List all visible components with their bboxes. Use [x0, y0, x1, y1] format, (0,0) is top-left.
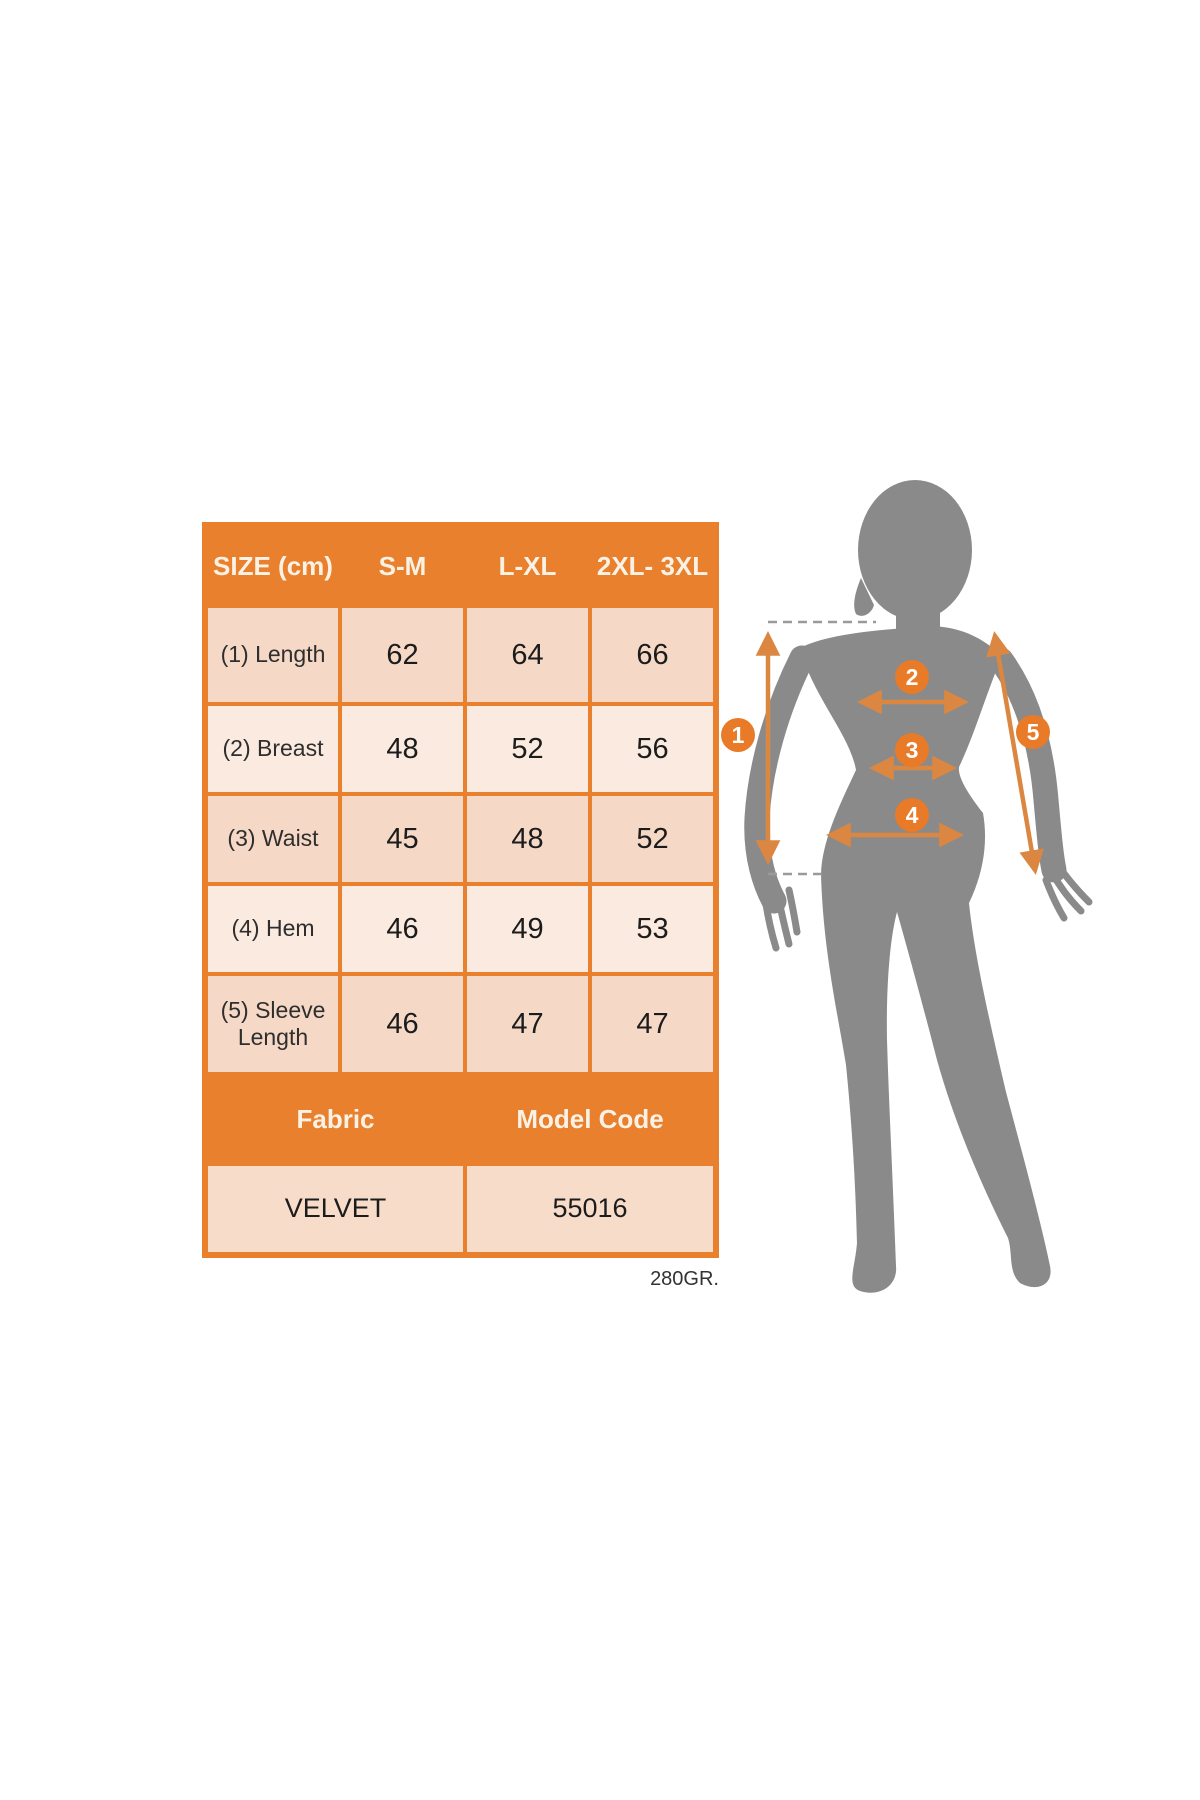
marker-5-badge: 5 — [1016, 715, 1050, 749]
row-breast-2xl: 56 — [592, 706, 713, 792]
row-hem-label: (4) Hem — [208, 886, 338, 972]
row-breast-lxl: 52 — [467, 706, 588, 792]
svg-text:2: 2 — [906, 664, 919, 690]
row-sleeve-label: (5) Sleeve Length — [208, 976, 338, 1072]
svg-text:4: 4 — [906, 802, 919, 828]
row-length-sm: 62 — [342, 608, 463, 702]
header-l-xl: L-XL — [467, 528, 588, 604]
row-waist-lxl: 48 — [467, 796, 588, 882]
row-hem-sm: 46 — [342, 886, 463, 972]
marker-3-badge: 3 — [895, 733, 929, 767]
row-breast-label: (2) Breast — [208, 706, 338, 792]
marker-2-badge: 2 — [895, 660, 929, 694]
header-size-cm: SIZE (cm) — [208, 528, 338, 604]
row-waist-label: (3) Waist — [208, 796, 338, 882]
weight-note: 280GR. — [650, 1268, 719, 1290]
marker-1-badge: 1 — [721, 718, 755, 752]
measurement-figure: 1 2 3 4 5 — [721, 480, 1093, 1293]
svg-text:1: 1 — [732, 722, 745, 748]
header-s-m: S-M — [342, 528, 463, 604]
row-waist-2xl: 52 — [592, 796, 713, 882]
row-hem-2xl: 53 — [592, 886, 713, 972]
footer-fabric-value: VELVET — [208, 1166, 463, 1252]
svg-text:3: 3 — [906, 737, 919, 763]
row-length-2xl: 66 — [592, 608, 713, 702]
row-sleeve-sm: 46 — [342, 976, 463, 1072]
footer-model-code-value: 55016 — [467, 1166, 713, 1252]
row-length-lxl: 64 — [467, 608, 588, 702]
footer-fabric-label: Fabric — [208, 1076, 463, 1162]
row-sleeve-lxl: 47 — [467, 976, 588, 1072]
size-chart-table: SIZE (cm) S-M L-XL 2XL- 3XL (1) Length 6… — [202, 522, 719, 1258]
body-silhouette-icon — [744, 480, 1093, 1293]
footer-model-code-label: Model Code — [467, 1076, 713, 1162]
row-hem-lxl: 49 — [467, 886, 588, 972]
row-length-label: (1) Length — [208, 608, 338, 702]
row-sleeve-2xl: 47 — [592, 976, 713, 1072]
measurement-arrow-5-sleeve — [986, 631, 1044, 875]
svg-text:5: 5 — [1027, 719, 1040, 745]
header-2xl-3xl: 2XL- 3XL — [592, 528, 713, 604]
row-waist-sm: 45 — [342, 796, 463, 882]
marker-4-badge: 4 — [895, 798, 929, 832]
row-breast-sm: 48 — [342, 706, 463, 792]
